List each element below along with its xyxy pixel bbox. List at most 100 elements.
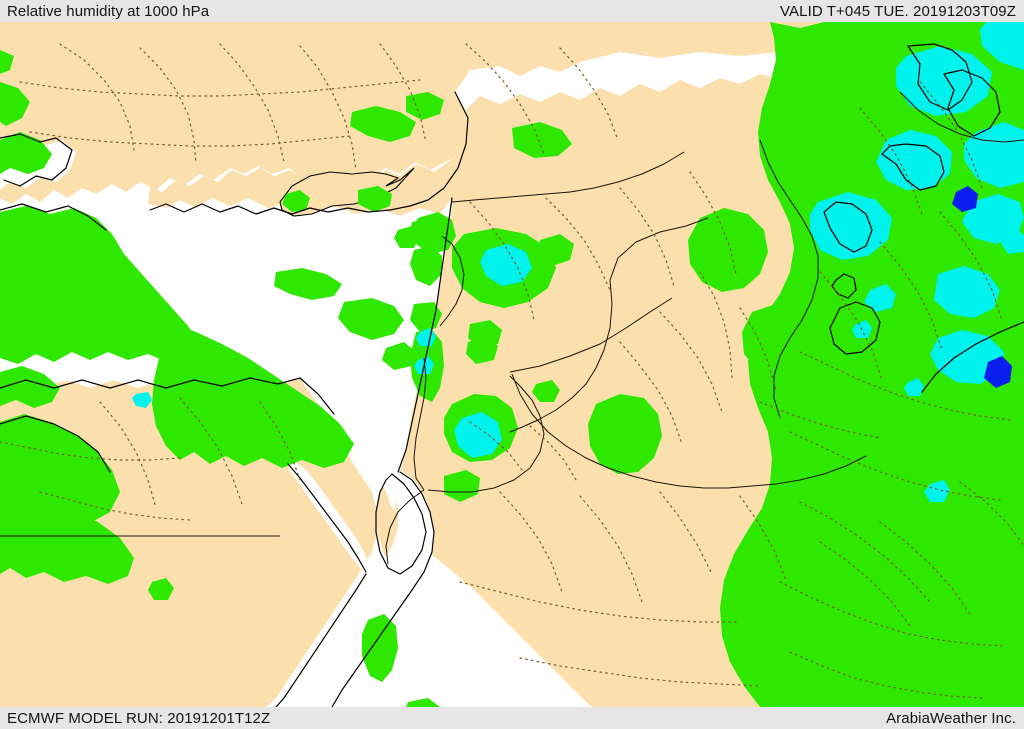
admin-sa-tiny <box>819 541 911 627</box>
coast-iran-ne <box>943 69 1001 137</box>
coast-lake-urmia <box>823 201 873 253</box>
rh-green-jordan-tiny <box>466 336 498 364</box>
valid-time-label: VALID T+045 TUE. 20191203T09Z <box>780 2 1016 20</box>
admin-ir-12 <box>919 81 983 189</box>
admin-tr-4 <box>299 45 357 171</box>
coast-egypt-north <box>0 377 335 415</box>
coast-caspian <box>907 43 973 111</box>
admin-sa-4 <box>739 495 787 581</box>
admin-iq-1 <box>699 271 733 379</box>
rh-green-syria-tiny1 <box>532 380 560 402</box>
admin-iq-5 <box>759 401 881 439</box>
coast-persian-gulf <box>921 321 1024 393</box>
rh-green-redsea-1 <box>362 614 398 682</box>
border-jordan-west <box>427 375 545 493</box>
rh-cyan-iran-tiny4 <box>1000 228 1024 254</box>
rh-green-coast-small2 <box>394 226 420 248</box>
rh-green-coast-small1 <box>282 190 310 212</box>
rh-cyan-caspian-4 <box>964 122 1024 188</box>
admin-ir-10 <box>789 651 983 699</box>
coast-sinai <box>375 473 427 575</box>
rh-green-levant-n <box>358 186 392 212</box>
rh-green-syria-small <box>538 234 574 266</box>
admin-tr-2 <box>139 47 197 165</box>
admin-jo-2 <box>529 425 577 481</box>
border-syria-iraq <box>609 217 709 281</box>
rh-green-crete <box>0 492 134 584</box>
admin-tr-7 <box>29 131 351 147</box>
rh-green-iraq-west-lobe <box>688 208 768 292</box>
border-iraq-iran <box>759 139 819 419</box>
rh-green-coast-small3 <box>382 342 416 370</box>
rh-cyan-iran-c1 <box>864 284 896 312</box>
border-israel-jordan <box>413 357 427 491</box>
rh-blue-core-1 <box>952 186 978 212</box>
admin-tr-1 <box>59 43 135 151</box>
rh-green-turkey-mid <box>350 106 416 142</box>
coast-crete <box>0 415 111 473</box>
admin-ir-1 <box>819 271 883 381</box>
coast-caspian-2 <box>881 143 945 191</box>
rh-green-turkey-se <box>406 92 444 120</box>
model-run-label: ECMWF MODEL RUN: 20191201T12Z <box>7 709 271 727</box>
border-jordan-east <box>509 279 613 433</box>
admin-jo-1 <box>469 421 523 471</box>
provider-label: ArabiaWeather Inc. <box>886 709 1016 727</box>
admin-iq-4 <box>619 341 683 445</box>
coast-aegean <box>0 133 73 187</box>
rh-green-aegean <box>0 50 200 408</box>
coast-gulf-suez-west <box>287 463 367 573</box>
rh-cyan-caspian-2 <box>980 22 1024 70</box>
coast-redsea-west <box>275 573 367 707</box>
border-jordan-saudi <box>511 373 753 489</box>
rh-green-jordan-s <box>444 470 480 502</box>
coast-anatolia-south <box>149 91 469 215</box>
admin-ir-4 <box>799 351 1011 421</box>
admin-tr-5 <box>379 43 427 143</box>
map-canvas[interactable] <box>0 22 1024 707</box>
rh-cyan-iran-tiny2 <box>904 378 924 396</box>
border-lebanon-syria <box>439 235 465 327</box>
rh-green-redsea-2 <box>406 698 440 707</box>
admin-iq-2 <box>739 307 777 391</box>
admin-tr-9 <box>559 47 619 141</box>
rh-green-turkey-inland1 <box>338 298 404 340</box>
admin-border-layer <box>0 43 1024 699</box>
coast-redsea-east <box>331 471 435 707</box>
rh-green-levant-coast <box>410 302 442 332</box>
admin-sa-6 <box>519 657 761 687</box>
coastline-layer <box>0 43 1024 707</box>
rh-green-egypt-tiny <box>148 578 174 600</box>
rh-green-antalya-bay <box>274 268 342 300</box>
admin-sy-3 <box>619 187 675 287</box>
rh-cyan-iran-c2 <box>934 266 1000 318</box>
admin-ir-7 <box>879 521 971 615</box>
admin-sy-4 <box>689 171 737 275</box>
land-anatolia <box>0 22 1024 204</box>
admin-ir-8 <box>959 481 1024 547</box>
relative-humidity-map[interactable] <box>0 22 1024 707</box>
admin-iq-3 <box>659 311 723 413</box>
border-syria-turkey <box>451 151 685 203</box>
coast-greek-2 <box>0 203 107 231</box>
admin-eg-2 <box>179 397 243 505</box>
rh-green-gulf-lobe <box>752 566 850 656</box>
rh-cyan-iran-c3 <box>930 330 1004 384</box>
page-title: Relative humidity at 1000 hPa <box>7 2 210 20</box>
rh-cyan-nw-iran <box>810 192 892 260</box>
border-jordan-iraq-saudi <box>509 297 673 373</box>
admin-ir-9 <box>779 581 1005 647</box>
rh-green-libya-edge <box>0 426 56 486</box>
rh-cyan-syria-core <box>480 244 532 286</box>
rh-green-levant-s <box>410 246 442 286</box>
rh-green-iraq-iran-shield <box>720 22 1024 707</box>
admin-ir-3 <box>939 211 1003 321</box>
sea-gulf-of-aqaba <box>366 454 396 512</box>
rh-green-aegean-lobe2 <box>152 322 354 468</box>
coast-lake-body <box>829 301 881 355</box>
rh-cyan-med-dot2 <box>132 392 152 408</box>
admin-ir-5 <box>789 431 1001 501</box>
border-saudi-iraq-kuwait <box>751 455 867 487</box>
rh-green-syria-e <box>588 394 662 474</box>
